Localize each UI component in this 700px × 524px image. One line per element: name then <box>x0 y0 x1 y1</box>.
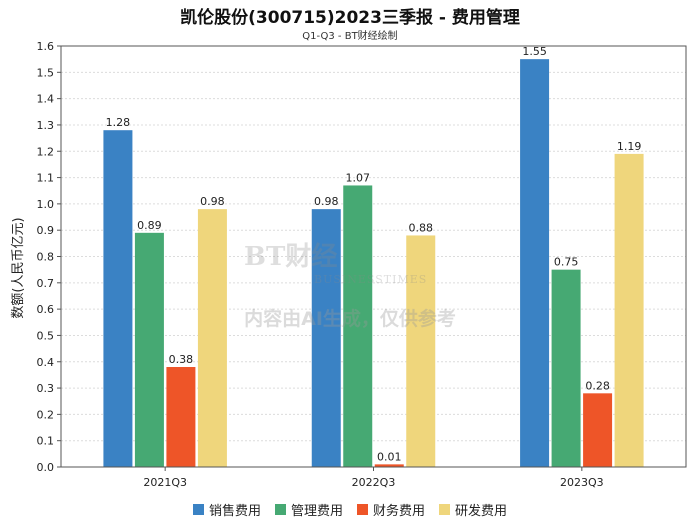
y-axis-label: 数额(人民币亿元) <box>11 217 26 318</box>
legend-label: 销售费用 <box>208 504 261 519</box>
y-tick-label: 1.3 <box>37 119 55 132</box>
legend-item: 财务费用 <box>357 500 425 519</box>
bar <box>374 464 404 467</box>
legend-item: 研发费用 <box>439 500 507 519</box>
watermark-logo-text: BT财经 <box>244 242 338 272</box>
watermark-logo-subtext: BUSINESSTIMES <box>314 273 428 286</box>
legend: 销售费用 管理费用 财务费用 研发费用 <box>0 500 700 519</box>
y-tick-label: 1.6 <box>37 40 55 53</box>
bar <box>197 209 227 467</box>
legend-label: 管理费用 <box>290 504 343 519</box>
bar <box>166 367 196 467</box>
data-label: 1.28 <box>106 116 131 129</box>
data-label: 0.38 <box>169 353 194 366</box>
y-tick-label: 0.5 <box>37 329 55 342</box>
data-label: 0.28 <box>585 379 610 392</box>
bars: 1.28 0.89 0.38 0.98 0.98 1.07 0.01 0.88 1.55 0.75… <box>103 45 644 468</box>
y-tick-label: 0.2 <box>37 408 55 421</box>
bar <box>406 235 436 467</box>
legend-swatch <box>357 504 368 515</box>
y-tick-label: 0.6 <box>37 303 55 316</box>
data-label: 0.75 <box>554 256 579 269</box>
bar <box>614 153 644 467</box>
data-label: 0.01 <box>377 450 402 463</box>
data-label: 0.88 <box>409 221 434 234</box>
chart-title: 凯伦股份(300715)2023三季报 - 费用管理 <box>180 8 520 28</box>
bar <box>343 185 373 468</box>
data-label: 1.55 <box>522 45 547 58</box>
y-tick-label: 0.0 <box>37 461 55 474</box>
bar <box>520 59 550 467</box>
data-label: 1.07 <box>346 171 371 184</box>
y-tick-label: 0.9 <box>37 224 55 237</box>
legend-swatch <box>274 504 286 515</box>
watermark-note: 内容由AI生成，仅供参考 <box>244 308 456 330</box>
data-label: 0.89 <box>137 219 162 232</box>
legend-swatch <box>439 504 451 515</box>
bar <box>134 232 164 467</box>
y-tick-label: 1.2 <box>37 145 55 158</box>
x-tick-label: 2021Q3 <box>143 476 187 489</box>
legend-item: 管理费用 <box>274 500 343 519</box>
y-tick-label: 1.5 <box>37 66 55 79</box>
legend-item: 销售费用 <box>192 500 261 519</box>
axes: 0.0 0.1 0.2 0.3 0.4 0.5 0.6 0.7 0.8 0.9 1.0 1.1 1.2 1… <box>37 40 687 489</box>
bar <box>583 393 613 467</box>
x-tick-label: 2022Q3 <box>352 476 396 489</box>
data-label: 1.19 <box>617 140 642 153</box>
legend-label: 财务费用 <box>373 504 426 519</box>
chart-subtitle: Q1-Q3 - BT财经绘制 <box>302 31 398 42</box>
data-label: 0.98 <box>314 195 339 208</box>
y-tick-label: 0.8 <box>37 251 55 264</box>
data-label: 0.98 <box>200 195 225 208</box>
y-tick-label: 0.1 <box>37 435 55 448</box>
y-tick-label: 0.4 <box>37 356 55 369</box>
watermark: BT财经 BUSINESSTIMES <box>244 236 427 286</box>
y-tick-label: 0.3 <box>37 382 55 395</box>
legend-label: 研发费用 <box>455 504 508 519</box>
bar <box>103 130 133 467</box>
y-tick-label: 1.1 <box>37 172 55 185</box>
y-tick-label: 1.0 <box>37 198 55 211</box>
x-tick-label: 2023Q3 <box>560 476 604 489</box>
legend-swatch <box>192 504 204 515</box>
bar <box>551 269 581 467</box>
bar <box>311 209 341 467</box>
y-tick-label: 1.4 <box>37 93 55 106</box>
y-tick-label: 0.7 <box>37 277 55 290</box>
